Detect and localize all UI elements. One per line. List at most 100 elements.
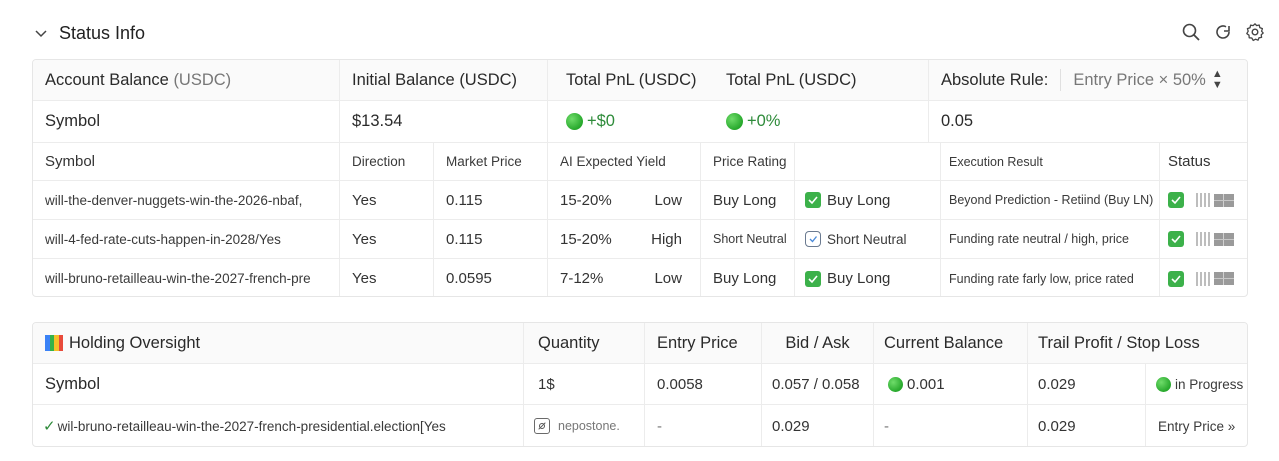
status-cell <box>1160 181 1247 219</box>
direction-cell: Yes <box>340 259 434 296</box>
section-title: Status Info <box>59 22 146 43</box>
grid-icon[interactable] <box>1214 193 1234 207</box>
execution-result-cell: Funding rate neutral / high, price <box>941 220 1160 258</box>
col-status: Status <box>1168 153 1211 170</box>
settings-icon[interactable] <box>1245 22 1265 42</box>
yield-cell: 15-20% Low <box>548 181 701 219</box>
col-price-rating: Price Rating <box>701 143 795 180</box>
symbol-cell: ✓ wil-bruno-retailleau-win-the-2027-fren… <box>33 405 524 446</box>
col-execution-result: Execution Result <box>941 143 1160 180</box>
initial-balance-value: $13.54 <box>340 101 548 142</box>
holding-header-row: Holding Oversight Quantity Entry Price B… <box>33 323 1247 364</box>
refresh-icon[interactable] <box>1213 22 1233 42</box>
divider <box>1060 69 1062 91</box>
signal-bars-icon <box>1196 232 1210 246</box>
current-balance-cell: - <box>874 405 1028 446</box>
unlink-icon[interactable] <box>534 418 550 434</box>
entry-price-link[interactable]: Entry Price » <box>1158 418 1236 434</box>
total-pnl-pct-value: +0% <box>708 101 929 142</box>
checkbox-checked-icon[interactable] <box>805 270 821 287</box>
status-check-icon[interactable] <box>1168 231 1184 247</box>
total-pnl-pct-header: Total PnL (USDC) <box>708 60 929 100</box>
execution-result-cell: Funding rate farly low, price rated <box>941 259 1160 296</box>
col-trail-profit-stop-loss: Trail Profit / Stop Loss <box>1038 333 1200 352</box>
total-pnl-usd-value: +$0 <box>548 101 708 142</box>
bid-ask-cell: 0.029 <box>762 405 874 446</box>
symbol-cell: will-the-denver-nuggets-win-the-2026-nba… <box>33 181 340 219</box>
table-row[interactable]: will-the-denver-nuggets-win-the-2026-nba… <box>33 181 1247 220</box>
checkmark-icon: ✓ <box>43 418 56 435</box>
status-check-icon[interactable] <box>1168 192 1184 208</box>
yield-cell: 7-12% Low <box>548 259 701 296</box>
symbol-label: Symbol <box>33 101 340 142</box>
account-balance-header: Account Balance (USDC) <box>33 60 340 100</box>
price-rating-cell: Short Neutral <box>701 220 795 258</box>
col-entry-price: Entry Price <box>645 323 762 363</box>
symbol-cell: will-4-fed-rate-cuts-happen-in-2028/Yes <box>33 220 340 258</box>
action-cell[interactable]: Buy Long <box>795 181 941 219</box>
grid-icon[interactable] <box>1214 272 1234 285</box>
col-action <box>795 143 941 180</box>
status-dot-icon <box>1156 376 1171 392</box>
execution-result-cell: Beyond Prediction - Retiind (Buy LN) <box>941 181 1160 219</box>
direction-cell: Yes <box>340 220 434 258</box>
action-cell[interactable]: Buy Long <box>795 259 941 296</box>
holding-title: Holding Oversight <box>33 323 524 363</box>
total-pnl-usd-header: Total PnL (USDC) <box>566 70 697 89</box>
trail-profit-value: 0.029 <box>1028 364 1146 404</box>
status-panel: Account Balance (USDC) Initial Balance (… <box>32 59 1248 297</box>
col-bid-ask: Bid / Ask <box>762 323 874 363</box>
action-cell[interactable]: Short Neutral <box>795 220 941 258</box>
checkbox-outline-icon[interactable] <box>805 231 821 247</box>
yield-cell: 15-20% High <box>548 220 701 258</box>
checkbox-checked-icon[interactable] <box>805 192 821 208</box>
absolute-rule-select[interactable]: Entry Price × 50% <box>1073 70 1206 89</box>
chevron-down-icon[interactable] <box>34 26 48 40</box>
quantity-cell: nepostone. <box>524 405 645 446</box>
grid-icon[interactable] <box>1214 232 1234 246</box>
price-rating-cell: Buy Long <box>701 259 795 296</box>
status-dot-icon <box>566 113 583 130</box>
status-cell <box>1160 220 1247 258</box>
entry-price-value: 0.0058 <box>645 364 762 404</box>
status-check-icon[interactable] <box>1168 270 1184 287</box>
table-row[interactable]: will-bruno-retailleau-win-the-2027-frenc… <box>33 259 1247 296</box>
market-price-cell: 0.115 <box>434 220 548 258</box>
market-price-cell: 0.115 <box>434 181 548 219</box>
market-price-cell: 0.0595 <box>434 259 548 296</box>
absolute-rule-control: Absolute Rule: Entry Price × 50% ▲ ▼ <box>941 68 1223 91</box>
table-row[interactable]: will-4-fed-rate-cuts-happen-in-2028/Yes … <box>33 220 1247 259</box>
symbol-label: Symbol <box>33 364 524 404</box>
trail-profit-cell: 0.029 <box>1028 405 1146 446</box>
status-cell <box>1160 259 1247 296</box>
quantity-value: 1$ <box>524 364 645 404</box>
absolute-rule-value: 0.05 <box>941 112 974 130</box>
table-row[interactable]: ✓ wil-bruno-retailleau-win-the-2027-fren… <box>33 405 1247 446</box>
col-market-price: Market Price <box>434 143 548 180</box>
col-symbol: Symbol <box>33 143 340 180</box>
col-direction: Direction <box>340 143 434 180</box>
status-dot-icon <box>888 376 903 392</box>
holding-panel: Holding Oversight Quantity Entry Price B… <box>32 322 1248 447</box>
toolbar <box>1181 22 1265 42</box>
entry-price-cell: - <box>645 405 762 446</box>
holding-summary-row: Symbol 1$ 0.0058 0.057 / 0.058 0.001 0.0… <box>33 364 1247 405</box>
signals-header-row: Symbol Direction Market Price AI Expecte… <box>33 143 1247 181</box>
multicolor-flag-icon <box>45 335 63 351</box>
section-header: Status Info <box>34 18 145 48</box>
col-quantity: Quantity <box>524 323 645 363</box>
status-dot-icon <box>726 113 743 130</box>
direction-cell: Yes <box>340 181 434 219</box>
search-icon[interactable] <box>1181 22 1201 42</box>
price-rating-cell: Buy Long <box>701 181 795 219</box>
signal-bars-icon <box>1196 193 1210 207</box>
col-current-balance: Current Balance <box>874 323 1028 363</box>
sort-updown-icon[interactable]: ▲ ▼ <box>1211 68 1223 91</box>
symbol-cell: will-bruno-retailleau-win-the-2027-frenc… <box>33 259 340 296</box>
col-ai-expected-yield: AI Expected Yield <box>548 143 701 180</box>
summary-header-row: Account Balance (USDC) Initial Balance (… <box>33 60 1247 101</box>
summary-values-row: Symbol $13.54 +$0 +0% 0.05 <box>33 101 1247 143</box>
current-balance-value: 0.001 <box>874 364 1028 404</box>
bid-ask-value: 0.057 / 0.058 <box>762 364 874 404</box>
signal-bars-icon <box>1196 271 1210 286</box>
